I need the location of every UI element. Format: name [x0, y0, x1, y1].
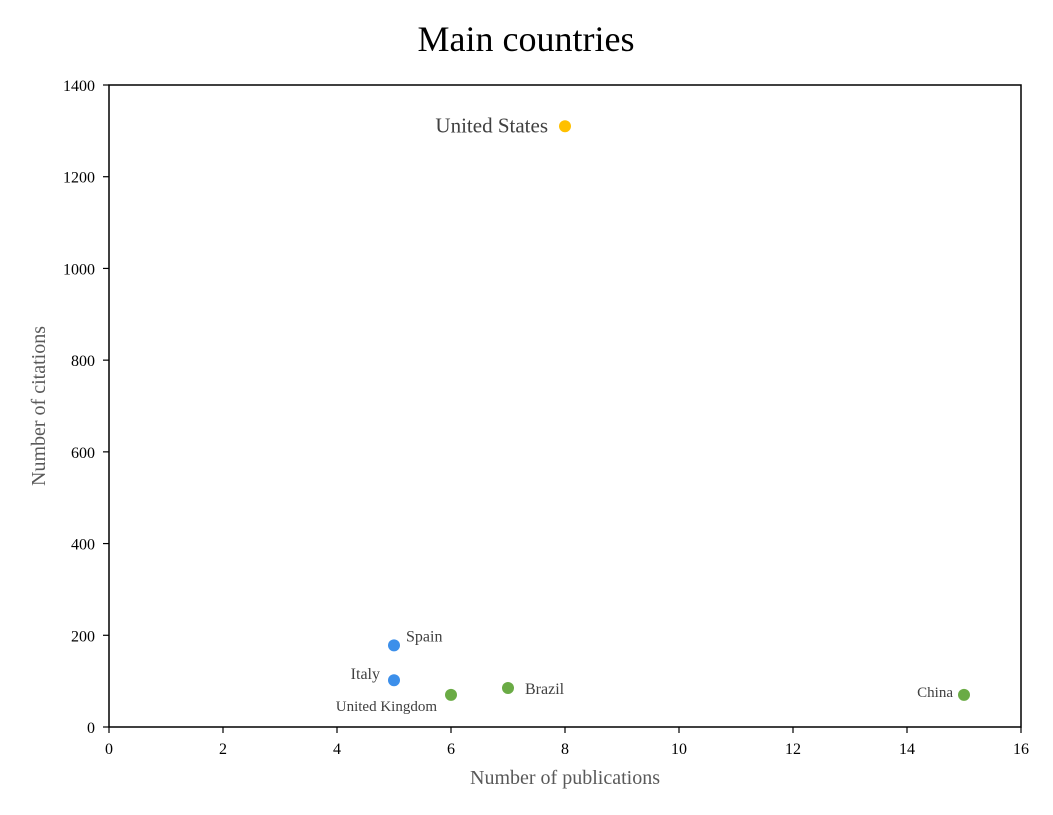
y-tick-label: 400 [71, 537, 95, 554]
y-tick-label: 200 [71, 628, 95, 645]
x-tick-label: 16 [1013, 741, 1029, 758]
x-tick-label: 6 [447, 741, 455, 758]
point-label: China [917, 685, 953, 701]
x-tick-label: 10 [671, 741, 687, 758]
y-tick-label: 0 [87, 720, 95, 737]
data-point [388, 639, 400, 652]
data-point [559, 120, 571, 133]
plot-area [108, 84, 1022, 728]
x-tick-label: 12 [785, 741, 801, 758]
data-point [445, 688, 457, 701]
data-points: United States Spain Italy United Kingdom Bra… [336, 113, 970, 715]
y-tick-label: 1400 [63, 78, 95, 95]
point-label: United Kingdom [336, 699, 438, 715]
x-axis: 0 2 4 6 8 10 12 14 16 [105, 727, 1029, 758]
y-tick-label: 600 [71, 445, 95, 462]
x-tick-label: 8 [561, 741, 569, 758]
data-point [958, 688, 970, 701]
data-point [502, 682, 514, 695]
x-tick-label: 14 [899, 741, 915, 758]
data-point [388, 674, 400, 687]
point-label: Spain [406, 628, 442, 645]
y-axis: 0 200 400 600 800 1000 1200 1400 [63, 78, 109, 737]
point-label: Brazil [525, 681, 565, 698]
y-tick-label: 1000 [63, 261, 95, 278]
point-label: Italy [351, 666, 380, 683]
x-tick-label: 2 [219, 741, 227, 758]
x-tick-label: 0 [105, 741, 113, 758]
y-axis-title: Number of citations [28, 326, 50, 486]
x-axis-title: Number of publications [470, 767, 660, 789]
chart-title: Main countries [418, 19, 635, 59]
y-tick-label: 1200 [63, 170, 95, 187]
y-tick-label: 800 [71, 353, 95, 370]
x-tick-label: 4 [333, 741, 341, 758]
point-label: United States [435, 113, 548, 137]
